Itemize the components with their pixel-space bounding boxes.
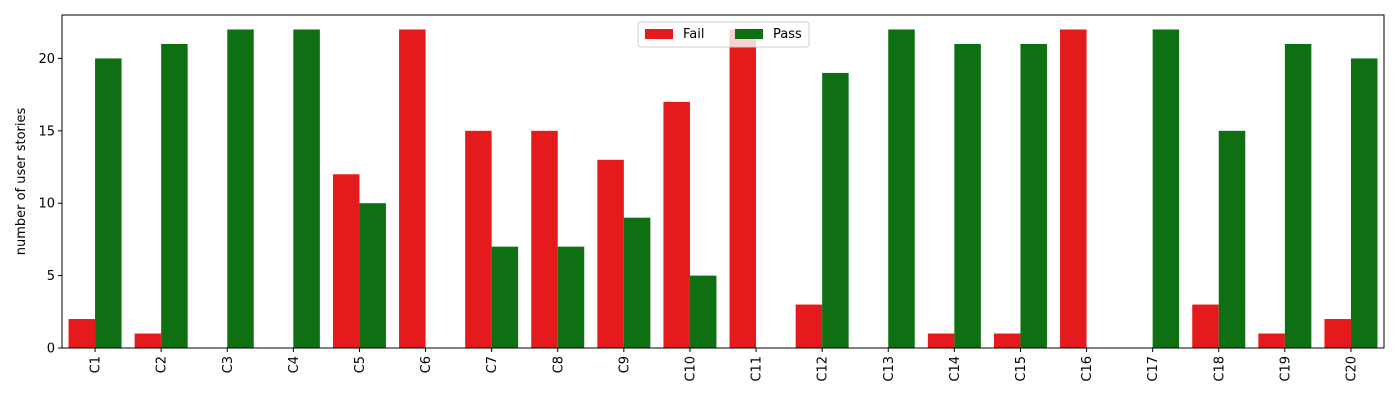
x-tick-label-c11: C11 bbox=[750, 356, 765, 382]
x-tick-label-c7: C7 bbox=[485, 356, 500, 373]
legend-swatch-fail bbox=[645, 29, 673, 39]
bar-pass-c4 bbox=[293, 29, 320, 348]
x-tick-label-c6: C6 bbox=[419, 356, 434, 373]
y-axis-label: number of user stories bbox=[14, 107, 29, 255]
bar-fail-c2 bbox=[134, 333, 162, 348]
bar-pass-c3 bbox=[227, 29, 254, 348]
y-tick-label: 15 bbox=[38, 124, 55, 139]
bar-pass-c8 bbox=[557, 246, 585, 348]
x-tick-label-c19: C19 bbox=[1278, 356, 1293, 382]
x-tick-label-c16: C16 bbox=[1080, 356, 1095, 382]
x-tick-label-c9: C9 bbox=[617, 356, 632, 373]
bar-pass-c12 bbox=[822, 72, 849, 349]
bar-pass-c18 bbox=[1218, 130, 1246, 348]
bar-fail-c1 bbox=[68, 319, 96, 348]
bar-fail-c18 bbox=[1192, 304, 1219, 348]
bar-fail-c19 bbox=[1258, 333, 1285, 348]
x-tick-label-c2: C2 bbox=[155, 356, 170, 373]
x-tick-label-c8: C8 bbox=[551, 356, 566, 373]
y-axis: 0 5 10 15 20 bbox=[38, 52, 62, 357]
bar-fail-c8 bbox=[531, 130, 558, 348]
bar-fail-c20 bbox=[1324, 319, 1351, 348]
x-tick-label-c5: C5 bbox=[353, 356, 368, 373]
x-tick-label-c20: C20 bbox=[1344, 356, 1359, 382]
bar-pass-c2 bbox=[161, 43, 188, 349]
x-tick-label-c3: C3 bbox=[221, 356, 236, 373]
x-tick-label-c10: C10 bbox=[683, 356, 698, 382]
bar-fail-c11 bbox=[729, 29, 757, 348]
x-tick-label-c14: C14 bbox=[948, 356, 963, 382]
bar-pass-c10 bbox=[689, 275, 717, 348]
y-tick-label: 0 bbox=[47, 342, 55, 357]
y-tick-label: 5 bbox=[47, 269, 55, 284]
x-tick-label-c12: C12 bbox=[816, 356, 831, 382]
bar-fail-c5 bbox=[332, 174, 360, 348]
x-tick-label-c4: C4 bbox=[287, 356, 302, 373]
bar-pass-c7 bbox=[491, 246, 519, 348]
bar-pass-c20 bbox=[1350, 58, 1378, 348]
bar-pass-c1 bbox=[95, 58, 122, 348]
y-tick-label: 10 bbox=[38, 197, 55, 212]
legend-box bbox=[637, 21, 810, 48]
bar-pass-c9 bbox=[623, 217, 651, 348]
x-axis: C1 C2 C3 C4 C5 C6 C7 C8 C9 C10 C11 C12 C13 C14 C15 C16 C… bbox=[89, 348, 1359, 382]
x-tick-label-c13: C13 bbox=[882, 356, 897, 382]
x-tick-label-c17: C17 bbox=[1146, 356, 1161, 382]
legend-label-fail: Fail bbox=[683, 27, 704, 42]
bars-group bbox=[68, 29, 1378, 349]
bar-fail-c16 bbox=[1060, 29, 1087, 348]
bar-fail-c15 bbox=[993, 333, 1021, 348]
legend-swatch-pass bbox=[735, 29, 763, 39]
bar-fail-c9 bbox=[597, 159, 624, 348]
bar-fail-c12 bbox=[795, 304, 823, 348]
bar-fail-c10 bbox=[663, 101, 690, 348]
bar-pass-c13 bbox=[888, 29, 915, 348]
bar-pass-c17 bbox=[1152, 29, 1180, 348]
bar-pass-c15 bbox=[1020, 43, 1047, 349]
y-tick-label: 20 bbox=[38, 52, 55, 67]
bar-pass-c19 bbox=[1284, 43, 1312, 349]
legend-label-pass: Pass bbox=[773, 27, 802, 42]
bar-pass-c14 bbox=[954, 43, 981, 349]
bar-fail-c6 bbox=[399, 29, 426, 348]
x-tick-label-c18: C18 bbox=[1212, 356, 1227, 382]
x-tick-label-c1: C1 bbox=[89, 356, 104, 373]
bar-fail-c7 bbox=[465, 130, 492, 348]
plot-frame bbox=[61, 14, 1385, 349]
legend: Fail Pass bbox=[637, 21, 810, 48]
bar-pass-c5 bbox=[359, 203, 386, 348]
bar-fail-c14 bbox=[927, 333, 955, 348]
x-tick-label-c15: C15 bbox=[1014, 356, 1029, 382]
